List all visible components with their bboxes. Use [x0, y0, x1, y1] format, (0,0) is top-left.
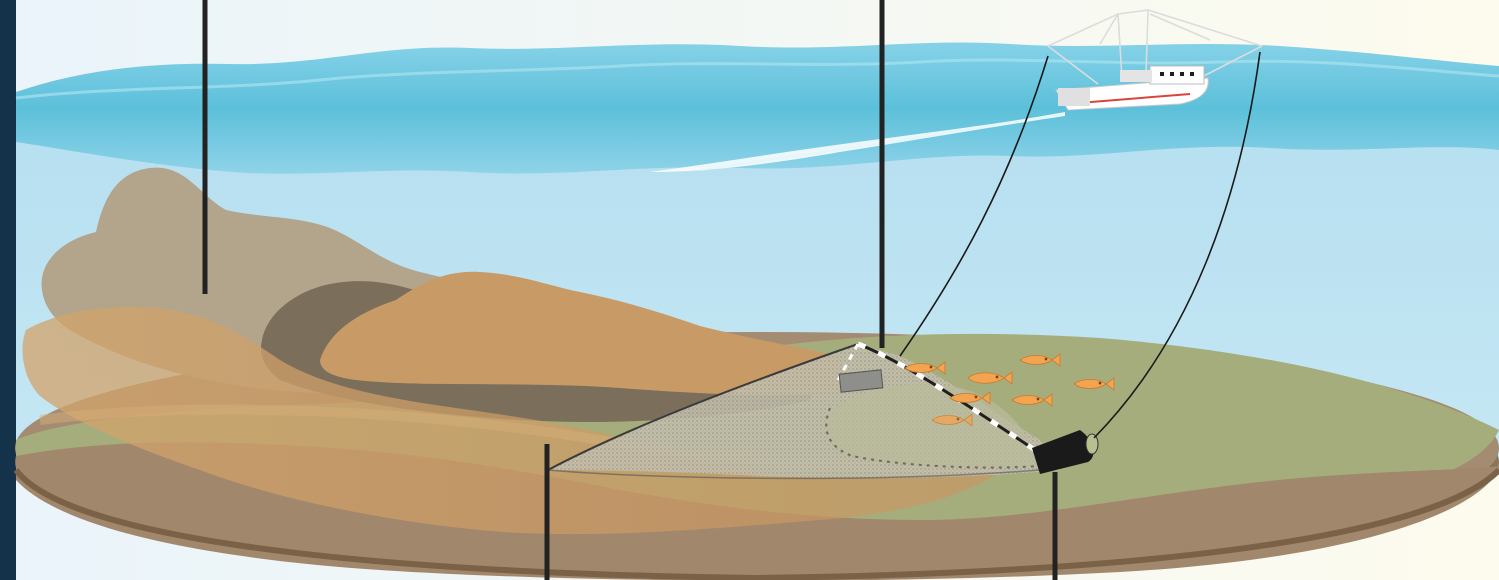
fish-icon [1073, 377, 1115, 391]
fish-icon [1019, 353, 1061, 367]
boat-bridge [1120, 70, 1152, 82]
trawler-boat-icon [1047, 9, 1263, 111]
boat-wake [650, 112, 1065, 172]
sediment-cloud-tan [320, 271, 851, 395]
fish-school [904, 353, 1115, 427]
net-groundrope [825, 407, 1041, 469]
headrope-floats [857, 341, 1040, 455]
otter-board-small [838, 369, 884, 393]
net-bottom-line [547, 469, 1041, 480]
tow-warp-left [899, 55, 1049, 357]
sediment-plume-front [22, 306, 1000, 535]
boat-windows [1160, 72, 1194, 76]
boat-cabin [1149, 65, 1205, 85]
otter-board-cod-end [1032, 430, 1094, 474]
fish-icon [949, 391, 991, 405]
trawl-net-seabed-patch [824, 384, 1040, 468]
fish-icon [1011, 393, 1053, 407]
wave-highlight [15, 58, 1499, 100]
seabed-rim [13, 467, 1499, 580]
fish-icon [904, 361, 946, 375]
wake-inner [699, 113, 1061, 171]
tow-warp-right [1093, 51, 1261, 439]
fish-icon [967, 371, 1013, 385]
otter-board-shackle [1085, 433, 1099, 455]
fish-icon [931, 413, 973, 427]
boat-rigging [1047, 9, 1263, 85]
net-wing-line-left [547, 343, 859, 471]
boat-deck-box [1058, 88, 1090, 106]
